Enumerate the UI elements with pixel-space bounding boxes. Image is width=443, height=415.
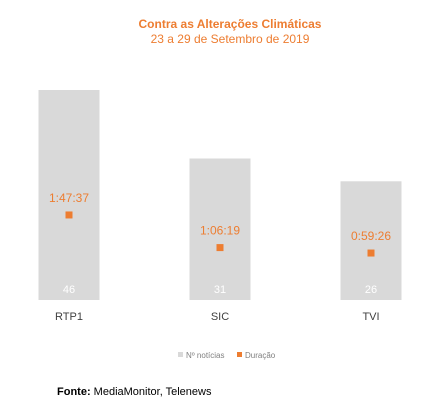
duration-label: 0:59:26 <box>351 229 391 243</box>
bar-tvi <box>340 181 402 300</box>
duration-marker <box>65 211 73 219</box>
bar-value-label: 26 <box>365 284 377 296</box>
source-note: Fonte: MediaMonitor, Telenews <box>57 386 211 398</box>
duration-marker <box>216 244 224 252</box>
category-label: TVI <box>362 311 379 323</box>
source-text: MediaMonitor, Telenews <box>93 386 212 398</box>
legend-label-duracao: Duração <box>245 351 276 360</box>
legend-label-noticias: Nº notícias <box>186 351 225 360</box>
chart-subtitle: 23 a 29 de Setembro de 2019 <box>151 32 310 46</box>
bar-value-label: 31 <box>214 284 226 296</box>
duration-marker <box>367 249 375 257</box>
legend-swatch-noticias <box>178 352 183 357</box>
duration-label: 1:47:37 <box>49 191 89 205</box>
legend-swatch-duracao <box>237 352 242 357</box>
bar-rtp1 <box>38 90 100 300</box>
category-label: RTP1 <box>55 311 83 323</box>
source-label: Fonte: <box>57 386 91 398</box>
chart-title: Contra as Alterações Climáticas <box>139 17 322 31</box>
duration-label: 1:06:19 <box>200 224 240 238</box>
bar-value-label: 46 <box>63 284 75 296</box>
chart-legend: Nº notícias Duração <box>178 351 276 360</box>
bar-sic <box>189 158 251 300</box>
chart-marks: 46 RTP1 1:47:37 31 SIC 1:06:19 26 TVI 0:59:26 <box>38 90 402 323</box>
category-label: SIC <box>211 311 229 323</box>
